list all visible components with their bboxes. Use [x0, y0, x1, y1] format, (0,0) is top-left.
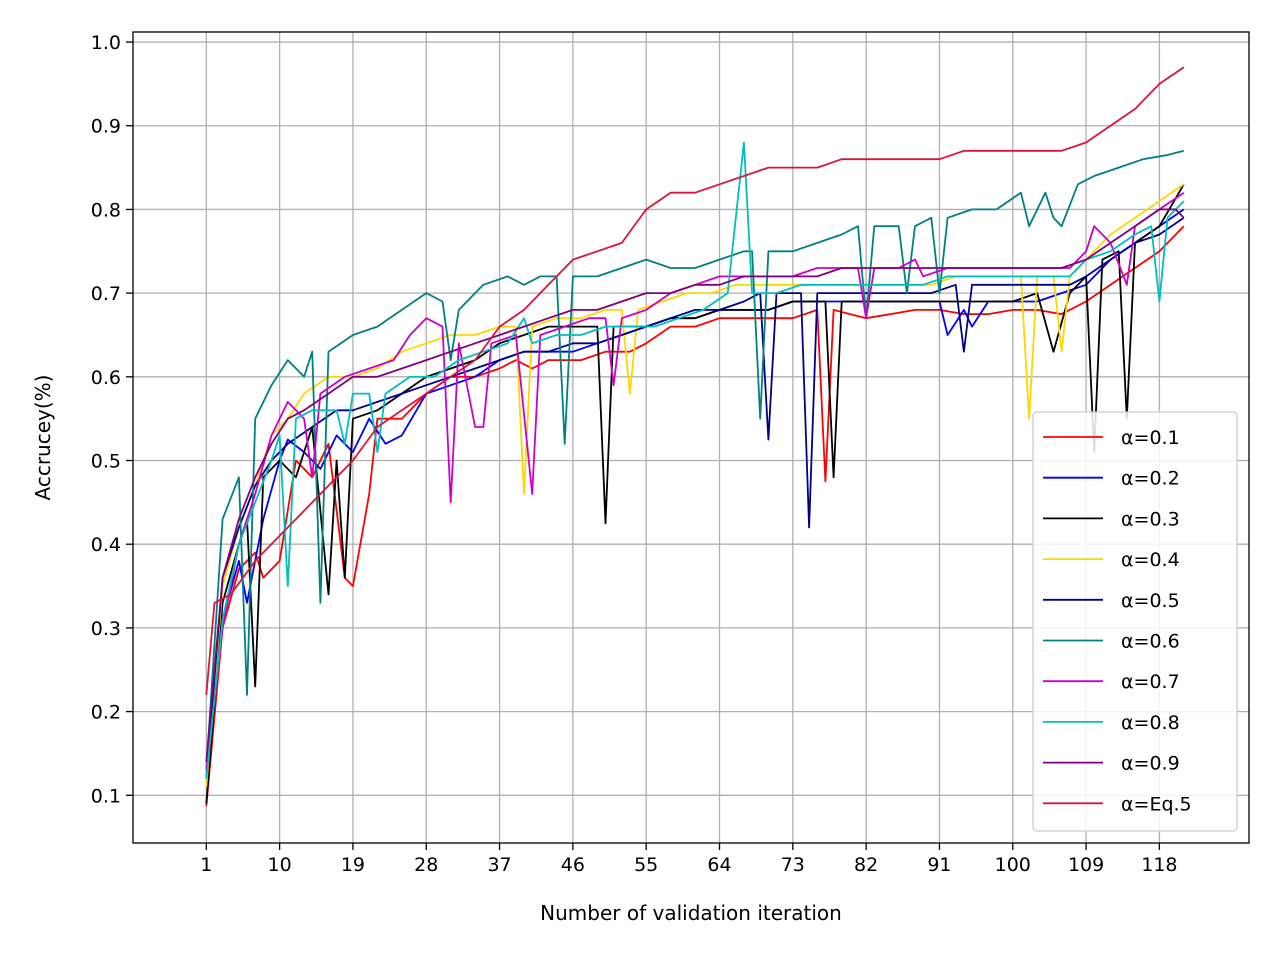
y-tick-label: 0.2 [91, 702, 121, 724]
x-tick-label: 46 [561, 854, 585, 876]
series-line-1 [205, 225, 1185, 807]
x-tick-label: 10 [268, 854, 292, 876]
legend-label: α=0.6 [1121, 631, 1180, 653]
legend: α=0.1 α=0.2 α=0.3 α=0.4 α=0.5 α=0.6 α=0.7 α=0.8… [1032, 411, 1238, 832]
x-tick-label: 118 [1141, 854, 1177, 876]
legend-label: α=0.3 [1121, 508, 1180, 530]
y-tick-label: 0.7 [91, 283, 121, 305]
legend-label: α=0.4 [1121, 549, 1180, 571]
x-tick-label: 109 [1068, 854, 1104, 876]
legend-label: α=0.2 [1121, 468, 1180, 490]
y-tick-label: 1.0 [91, 32, 121, 54]
x-tick-label: 19 [341, 854, 365, 876]
x-tick-label: 91 [927, 854, 951, 876]
x-axis-label: Number of validation iteration [540, 901, 842, 925]
x-tick-label: 64 [707, 854, 731, 876]
legend-label: α=Eq.5 [1121, 793, 1192, 815]
y-tick-label: 0.4 [91, 534, 121, 556]
x-tick-label: 82 [854, 854, 878, 876]
legend-label: α=0.7 [1121, 671, 1180, 693]
y-tick-label: 0.6 [91, 367, 121, 389]
x-tick-label: 100 [995, 854, 1031, 876]
x-tick-label: 55 [634, 854, 658, 876]
legend-box [1032, 411, 1238, 832]
y-tick-label: 0.8 [91, 199, 121, 221]
legend-label: α=0.8 [1121, 712, 1180, 734]
series-line-10 [205, 66, 1185, 695]
legend-label: α=0.1 [1121, 427, 1180, 449]
x-tick-label: 73 [781, 854, 805, 876]
series-line-8 [205, 141, 1185, 779]
series-line-9 [205, 208, 1185, 762]
y-tick-label: 0.5 [91, 451, 121, 473]
x-tick-label: 1 [200, 854, 212, 876]
series-line-5 [205, 217, 1185, 779]
plot-frame [132, 31, 1250, 844]
y-tick-label: 0.3 [91, 618, 121, 640]
series-line-4 [205, 183, 1185, 787]
axis-ticks: 1 10 19 28 37 46 55 64 73 82 91 100 109 118 0.1 0.2 0.3 0… [91, 32, 1178, 876]
legend-label: α=0.9 [1121, 753, 1180, 775]
series-lines [205, 66, 1185, 807]
y-axis-label: Accrucey(%) [31, 375, 55, 501]
y-tick-label: 0.1 [91, 785, 121, 807]
x-tick-label: 28 [414, 854, 438, 876]
legend-label: α=0.5 [1121, 590, 1180, 612]
x-tick-label: 37 [487, 854, 511, 876]
y-tick-label: 0.9 [91, 116, 121, 138]
